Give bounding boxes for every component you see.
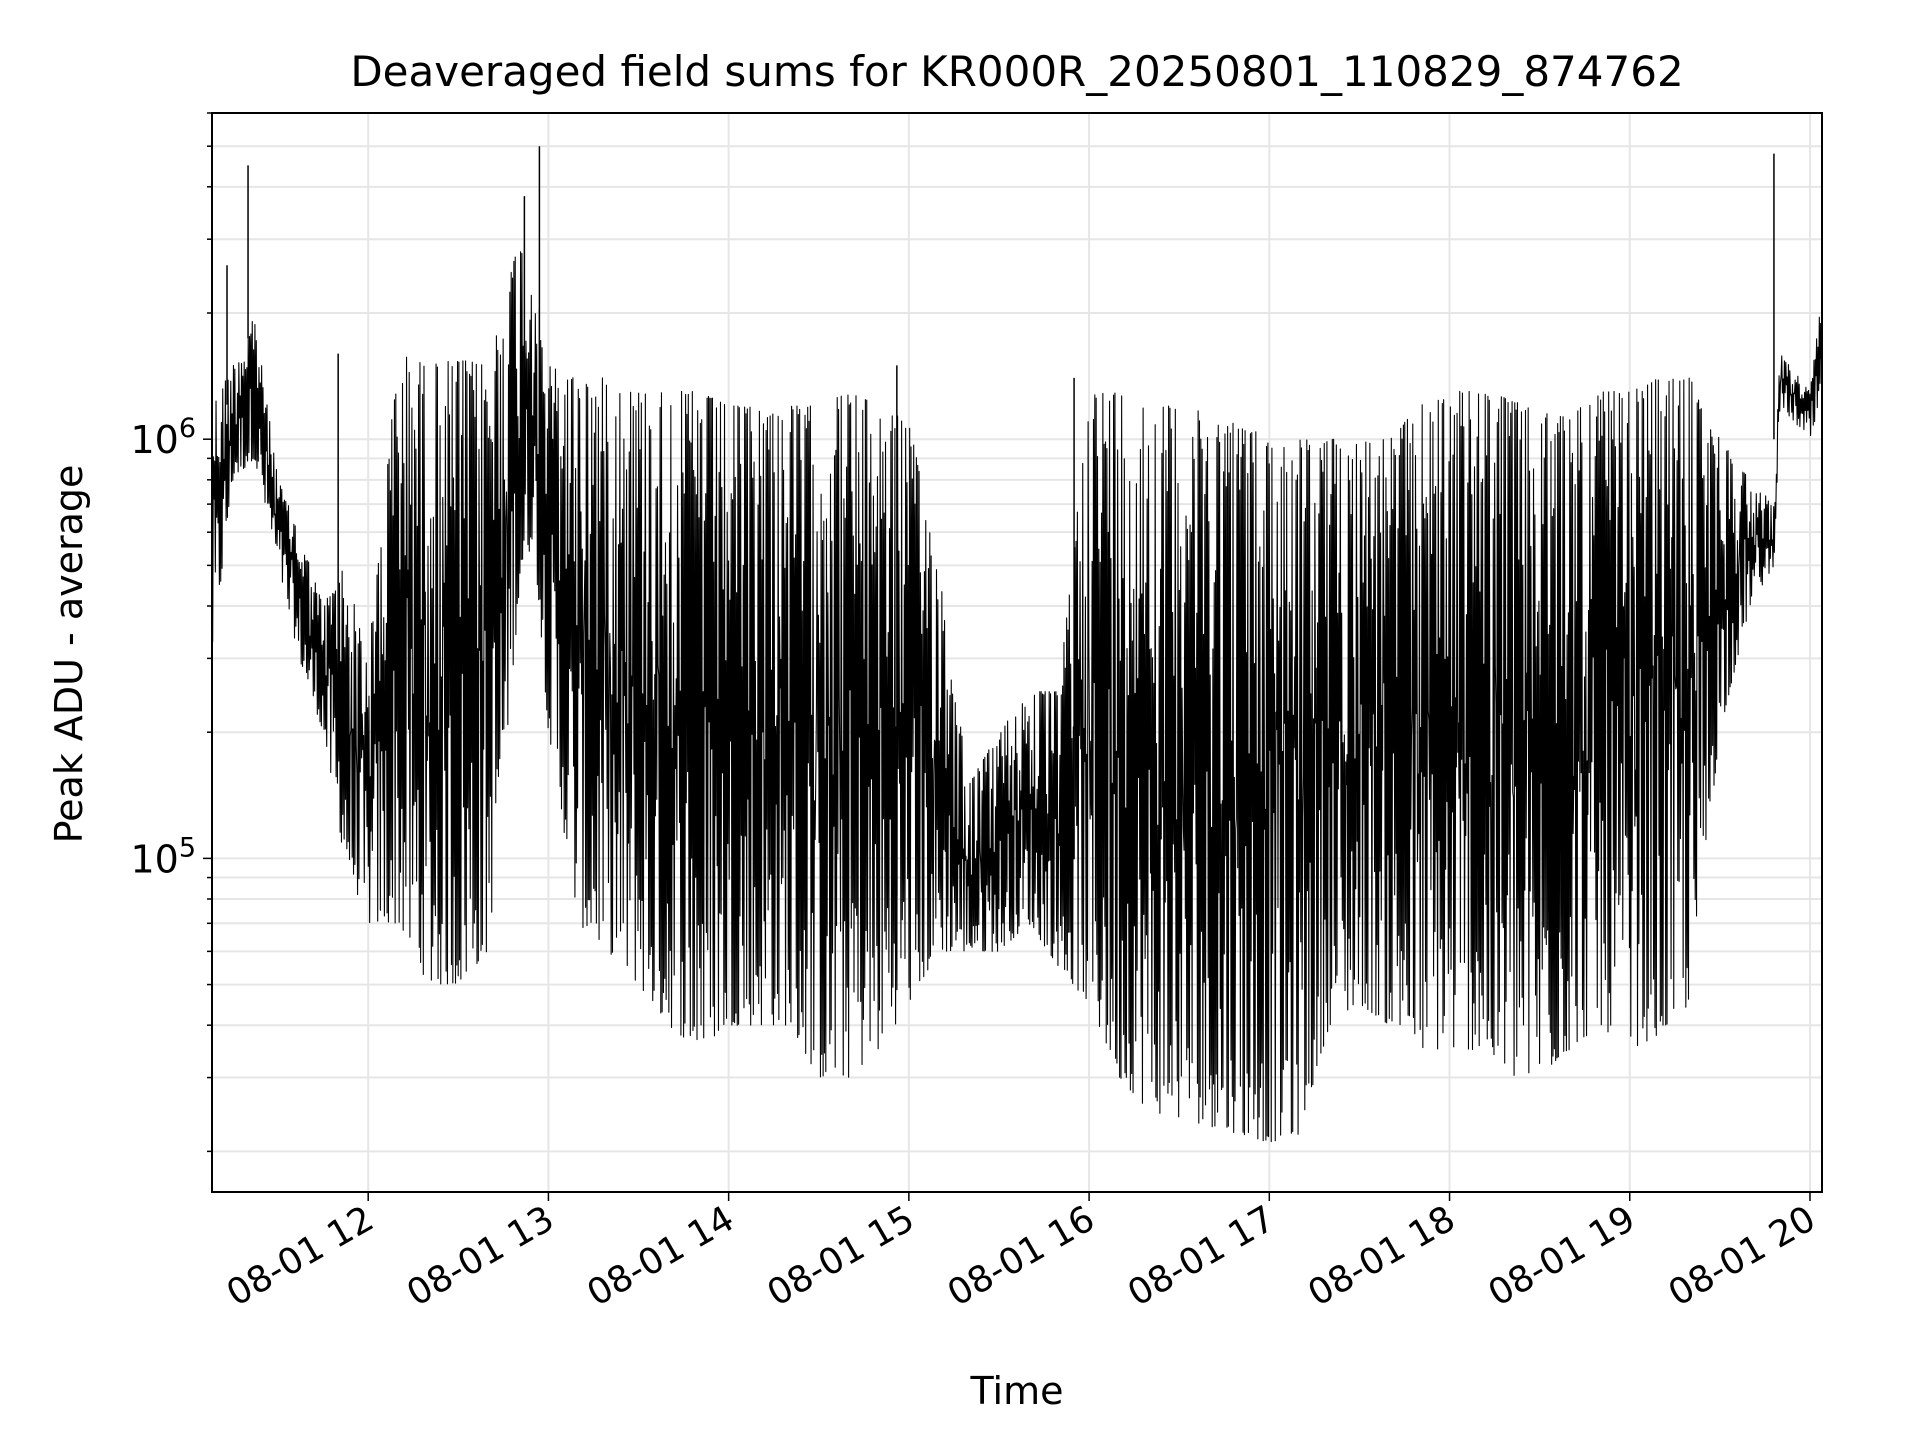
- y-tick-label-exponent: 5: [179, 832, 196, 863]
- series-trace: [211, 251, 1823, 1143]
- chart-title: Deaveraged field sums for KR000R_2025080…: [350, 47, 1683, 96]
- y-tick-label-base: 10: [130, 418, 178, 462]
- x-axis-label: Time: [970, 1369, 1064, 1413]
- y-tick-label: 105: [130, 832, 196, 881]
- y-axis-label: Peak ADU - average: [47, 465, 91, 844]
- y-tick-label: 106: [130, 413, 196, 462]
- y-tick-label-base: 10: [130, 837, 178, 881]
- y-tick-label-exponent: 6: [179, 413, 196, 444]
- plot-frame: [211, 112, 1823, 1193]
- series-line: [211, 146, 1823, 1143]
